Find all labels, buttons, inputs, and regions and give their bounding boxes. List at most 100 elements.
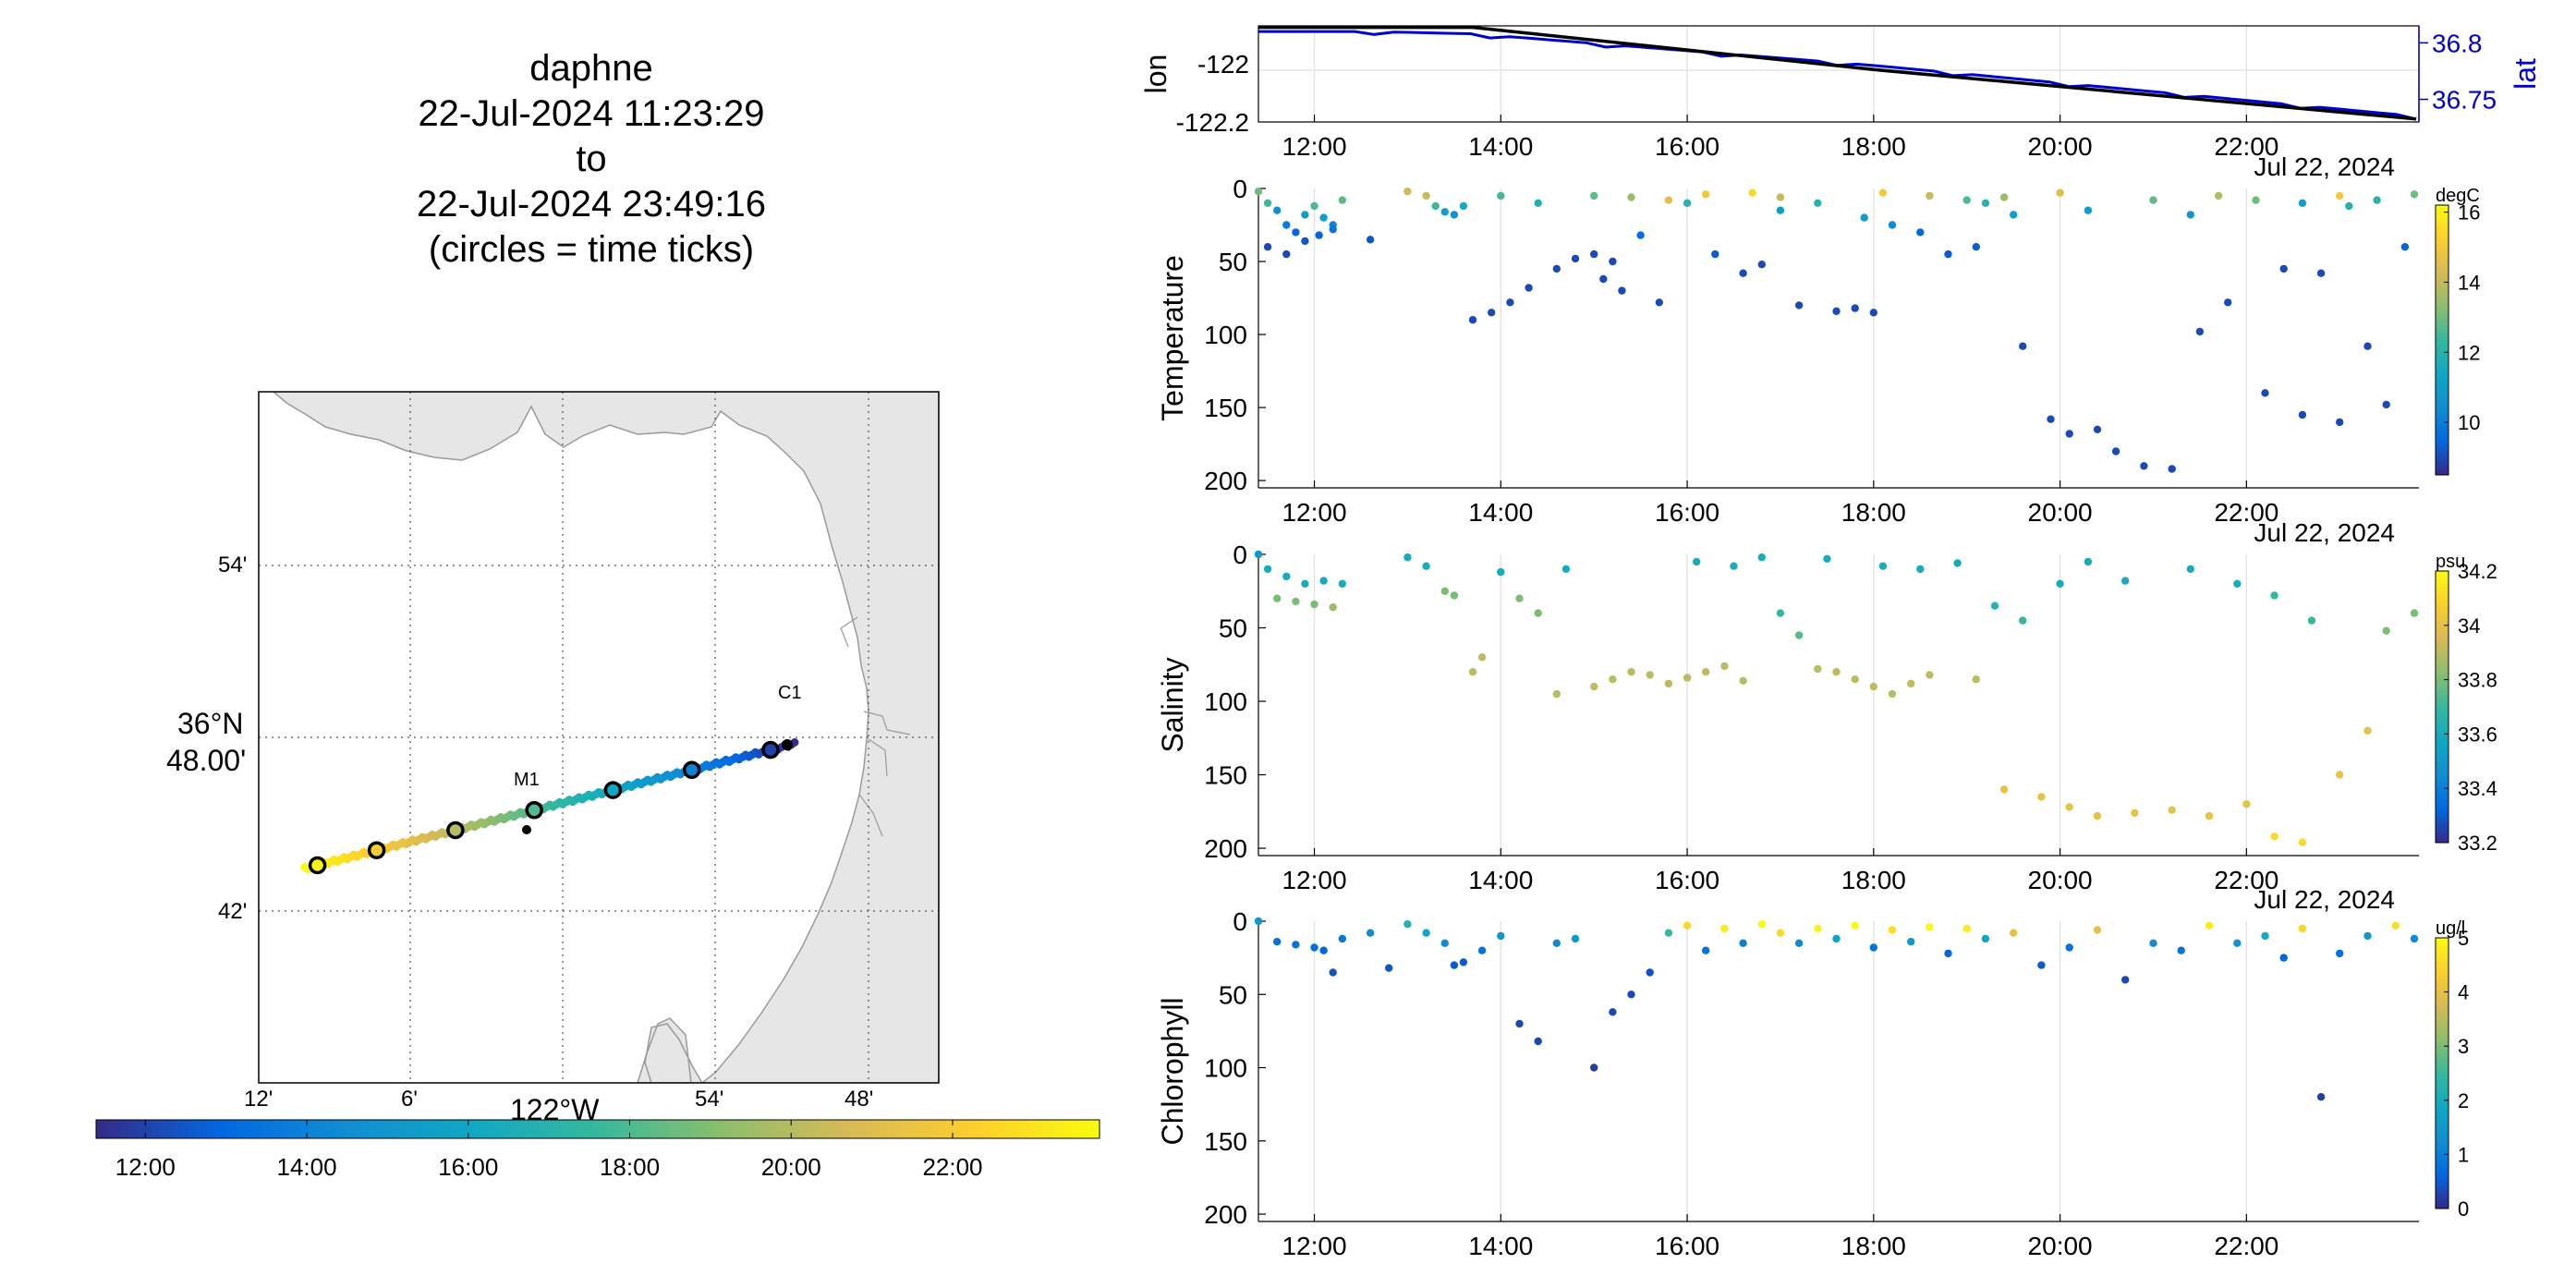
data-point bbox=[1627, 990, 1635, 999]
circles-note: (circles = time ticks) bbox=[428, 229, 755, 270]
data-point bbox=[1338, 196, 1347, 204]
data-point bbox=[2037, 961, 2046, 969]
data-point bbox=[2373, 196, 2381, 204]
figure-header: daphne 22-Jul-2024 11:23:29 to 22-Jul-20… bbox=[314, 46, 869, 273]
data-point bbox=[2410, 609, 2419, 617]
data-point bbox=[1338, 934, 1347, 943]
data-point bbox=[1366, 236, 1375, 244]
x-tick-label: 18:00 bbox=[1841, 866, 1906, 894]
x-tick-label: 20:00 bbox=[2028, 866, 2093, 894]
data-point bbox=[2131, 808, 2139, 818]
time-tick-circle bbox=[308, 856, 327, 875]
x-tick-label: 16:00 bbox=[1655, 866, 1719, 894]
x-tick-label: 14:00 bbox=[1468, 132, 1533, 161]
data-point bbox=[2233, 939, 2242, 947]
salinity-panel: 12:00 14:00 16:00 18:00 20:00 22:00 0 50 100 150 2… bbox=[1156, 518, 2497, 894]
data-point bbox=[2279, 954, 2288, 962]
data-point bbox=[1338, 579, 1347, 588]
map-lon-tick-54: 54' bbox=[695, 1087, 723, 1112]
data-point bbox=[2093, 811, 2102, 820]
data-point bbox=[1636, 231, 1645, 239]
data-point bbox=[2410, 190, 2419, 199]
lon-tick-label: -122 bbox=[1197, 50, 1249, 79]
data-point bbox=[1907, 938, 1915, 946]
data-point bbox=[2084, 557, 2093, 566]
data-point bbox=[1459, 958, 1468, 966]
data-point bbox=[1292, 228, 1300, 237]
data-point bbox=[1683, 674, 1692, 682]
colorbar bbox=[2435, 204, 2449, 476]
colorbar bbox=[2435, 570, 2449, 844]
lon-series-line bbox=[1258, 25, 2417, 121]
data-point bbox=[1664, 929, 1673, 937]
depth-tick-label: 100 bbox=[1204, 321, 1247, 349]
data-point bbox=[1497, 567, 1505, 577]
data-point bbox=[2056, 188, 2064, 197]
data-point bbox=[1869, 943, 1878, 952]
colorbar-unit: degC bbox=[2436, 186, 2480, 206]
data-point bbox=[1655, 298, 1664, 307]
data-point bbox=[1506, 298, 1514, 307]
data-point bbox=[1319, 946, 1328, 954]
data-point bbox=[1646, 671, 1654, 679]
data-point bbox=[1552, 939, 1561, 947]
data-point bbox=[1561, 565, 1571, 574]
data-point bbox=[1459, 201, 1468, 211]
data-point bbox=[1748, 188, 1756, 197]
mooring-m1-marker bbox=[522, 825, 531, 834]
data-point bbox=[2205, 811, 2214, 820]
data-point bbox=[1440, 587, 1450, 595]
data-point bbox=[1739, 269, 1747, 277]
data-point bbox=[1944, 249, 1952, 259]
data-point bbox=[1962, 196, 1971, 204]
data-point bbox=[1757, 553, 1767, 562]
data-point bbox=[1990, 601, 1999, 610]
date-label: Jul 22, 2024 bbox=[2254, 152, 2395, 181]
lat-axis-label: lat bbox=[2509, 58, 2542, 90]
map-lon-tick-12: 12' bbox=[244, 1087, 273, 1112]
x-tick-label: 12:00 bbox=[1282, 132, 1346, 161]
data-point bbox=[1664, 679, 1673, 688]
data-point bbox=[2010, 211, 2018, 219]
data-point bbox=[1590, 682, 1598, 691]
data-point bbox=[2252, 196, 2260, 204]
data-point bbox=[2205, 921, 2214, 930]
data-point bbox=[1683, 199, 1692, 207]
lat-series-line bbox=[1258, 30, 2417, 121]
data-point bbox=[1599, 274, 1608, 284]
data-point bbox=[1916, 228, 1925, 237]
data-point bbox=[1711, 249, 1719, 259]
data-point bbox=[1832, 668, 1841, 676]
data-point bbox=[2242, 800, 2251, 808]
data-point bbox=[1776, 193, 1785, 201]
data-point bbox=[1477, 653, 1487, 662]
data-point bbox=[1329, 225, 1337, 234]
x-tick-label: 12:00 bbox=[1282, 1232, 1346, 1260]
data-point bbox=[1739, 939, 1747, 947]
time-tick-circle bbox=[761, 740, 780, 759]
data-point bbox=[1590, 191, 1598, 200]
data-point bbox=[1999, 785, 2009, 794]
data-point bbox=[1282, 249, 1291, 259]
data-point bbox=[2149, 939, 2157, 947]
data-point bbox=[2037, 793, 2046, 801]
data-point bbox=[1590, 1063, 1598, 1072]
data-point bbox=[1627, 193, 1635, 201]
data-point bbox=[1497, 931, 1505, 941]
data-point bbox=[1618, 286, 1626, 295]
data-point bbox=[1814, 199, 1822, 207]
data-point bbox=[2186, 211, 2194, 219]
data-point bbox=[2316, 269, 2326, 277]
data-point bbox=[2298, 924, 2307, 933]
x-tick-label: 20:00 bbox=[2028, 498, 2093, 527]
x-tick-label: 14:00 bbox=[1468, 866, 1533, 894]
time-tick-circle bbox=[367, 841, 386, 859]
data-point bbox=[2279, 264, 2288, 273]
data-point bbox=[1525, 284, 1533, 292]
data-point bbox=[1273, 206, 1282, 214]
colorbar-tick-label: 2 bbox=[2458, 1089, 2469, 1112]
map-lat-main-min: 48.00' bbox=[166, 744, 246, 777]
data-point bbox=[2195, 327, 2205, 336]
data-point bbox=[2019, 342, 2027, 350]
data-point bbox=[2363, 931, 2372, 941]
